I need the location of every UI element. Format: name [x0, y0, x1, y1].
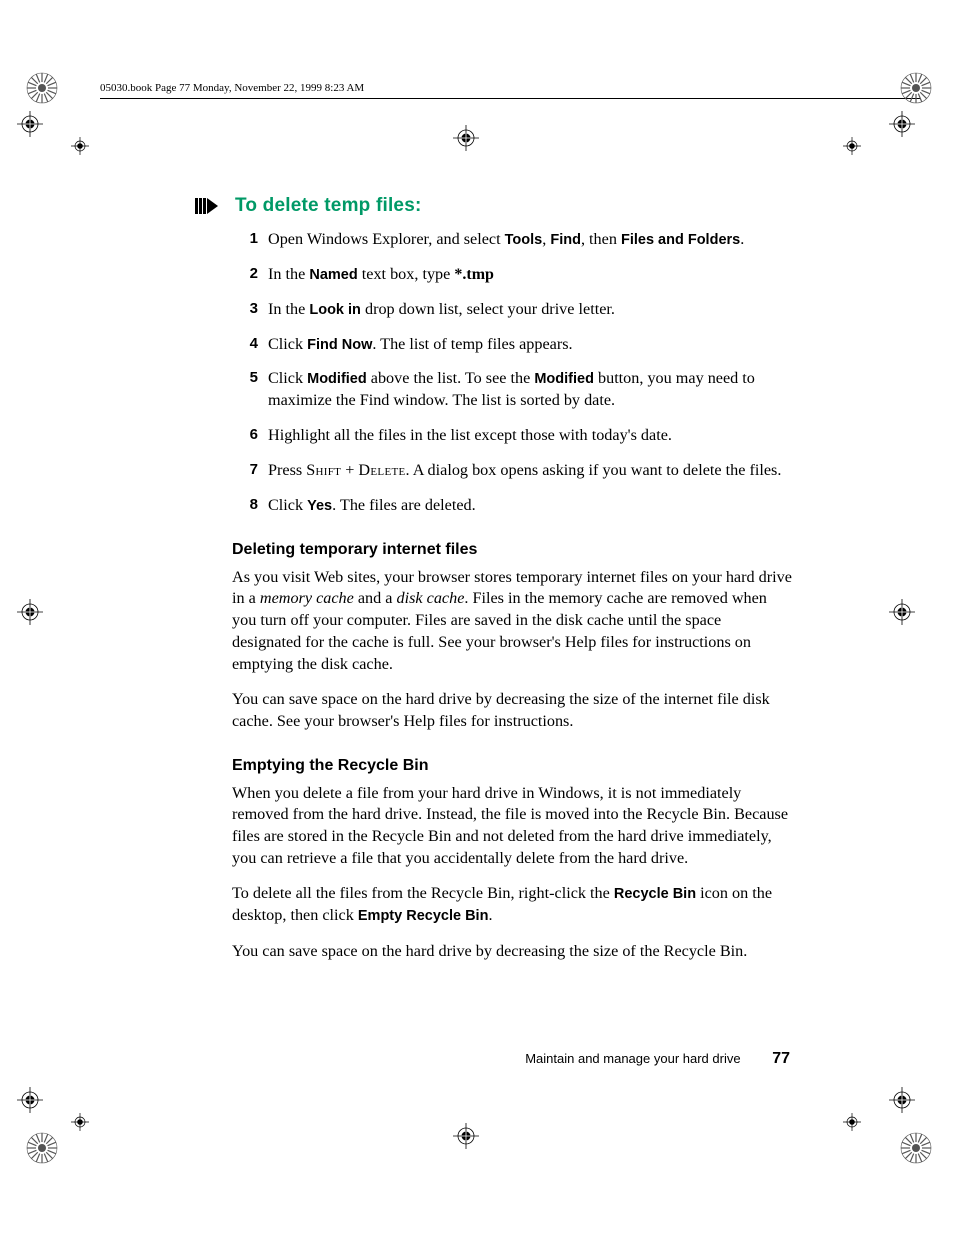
step-body: In the Look in drop down list, select yo… [268, 299, 615, 321]
step: 7Press Shift + Delete. A dialog box open… [232, 460, 792, 482]
page: 05030.book Page 77 Monday, November 22, … [0, 0, 954, 1235]
registration-mark-icon [889, 599, 915, 625]
registration-mark-small-icon [843, 137, 869, 163]
procedure-arrow-icon [195, 197, 223, 215]
registration-mark-icon [889, 111, 915, 137]
registration-mark-icon [17, 111, 43, 137]
step-number: 6 [232, 425, 268, 447]
section-heading: Deleting temporary internet files [232, 541, 792, 559]
page-footer: Maintain and manage your hard drive 77 [0, 1050, 790, 1068]
step-body: Open Windows Explorer, and select Tools,… [268, 229, 744, 251]
step: 2In the Named text box, type *.tmp [232, 264, 792, 286]
step-body: In the Named text box, type *.tmp [268, 264, 494, 286]
registration-mark-icon [453, 125, 479, 151]
step-body: Click Find Now. The list of temp files a… [268, 334, 573, 356]
registration-mark-icon [889, 1087, 915, 1113]
step-number: 5 [232, 368, 268, 412]
paragraph: To delete all the files from the Recycle… [232, 883, 792, 926]
registration-mark-small-icon [71, 137, 97, 163]
step-body: Click Yes. The files are deleted. [268, 495, 476, 517]
registration-mark-icon [17, 599, 43, 625]
step-number: 1 [232, 229, 268, 251]
step: 3In the Look in drop down list, select y… [232, 299, 792, 321]
step: 5Click Modified above the list. To see t… [232, 368, 792, 412]
step-number: 7 [232, 460, 268, 482]
registration-mark-icon [453, 1123, 479, 1149]
step-number: 2 [232, 264, 268, 286]
registration-mark-small-icon [843, 1113, 869, 1139]
paragraph: You can save space on the hard drive by … [232, 941, 792, 963]
section-heading: Emptying the Recycle Bin [232, 757, 792, 775]
running-header: 05030.book Page 77 Monday, November 22, … [100, 82, 364, 94]
content-column: 1Open Windows Explorer, and select Tools… [232, 195, 792, 977]
paragraph: When you delete a file from your hard dr… [232, 783, 792, 870]
step-number: 3 [232, 299, 268, 321]
footer-chapter: Maintain and manage your hard drive [525, 1051, 740, 1066]
registration-mark-small-icon [71, 1113, 97, 1139]
step-number: 4 [232, 334, 268, 356]
steps-list: 1Open Windows Explorer, and select Tools… [232, 229, 792, 517]
header-rule [100, 98, 920, 99]
rosette-ornament-icon [26, 1132, 58, 1164]
paragraph: As you visit Web sites, your browser sto… [232, 567, 792, 676]
step-body: Press Shift + Delete. A dialog box opens… [268, 460, 781, 482]
step: 6Highlight all the files in the list exc… [232, 425, 792, 447]
step: 4Click Find Now. The list of temp files … [232, 334, 792, 356]
rosette-ornament-icon [900, 1132, 932, 1164]
registration-mark-icon [17, 1087, 43, 1113]
rosette-ornament-icon [26, 72, 58, 104]
rosette-ornament-icon [900, 72, 932, 104]
step-body: Highlight all the files in the list exce… [268, 425, 672, 447]
step: 8Click Yes. The files are deleted. [232, 495, 792, 517]
step-body: Click Modified above the list. To see th… [268, 368, 792, 412]
step-number: 8 [232, 495, 268, 517]
footer-page-number: 77 [772, 1050, 790, 1067]
paragraph: You can save space on the hard drive by … [232, 689, 792, 732]
step: 1Open Windows Explorer, and select Tools… [232, 229, 792, 251]
